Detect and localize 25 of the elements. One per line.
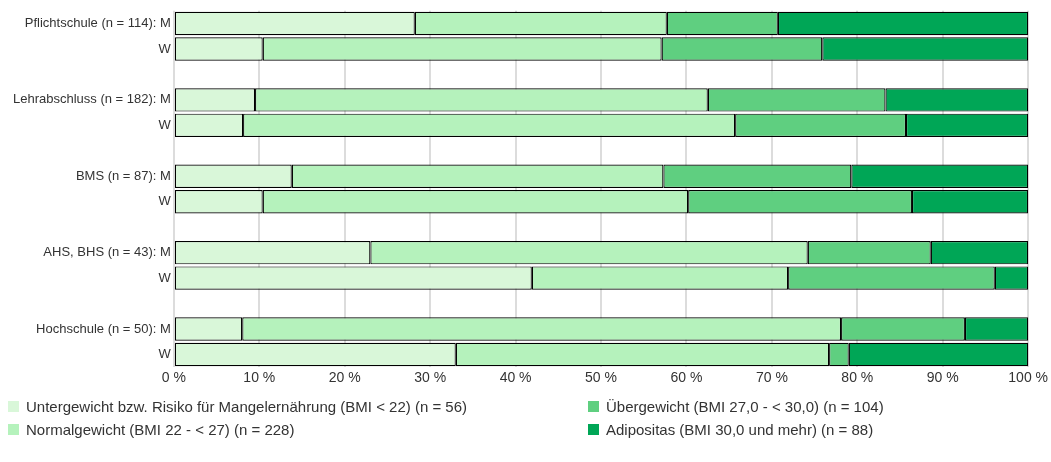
- legend-label: Übergewicht (BMI 27,0 - < 30,0) (n = 104): [606, 398, 884, 415]
- x-tick-label: 100 %: [1008, 369, 1048, 386]
- y-tick-label: W: [158, 269, 172, 285]
- x-tick-label: 80 %: [841, 369, 874, 386]
- x-tick-label: 20 %: [328, 369, 361, 386]
- y-tick-label: Hochschule (n = 50): M: [36, 320, 171, 336]
- x-tick-label: 30 %: [414, 369, 447, 386]
- x-tick-label: 10 %: [243, 369, 276, 386]
- x-tick-label: 90 %: [926, 369, 959, 386]
- y-tick-label: W: [158, 193, 172, 209]
- x-tick-label: 70 %: [755, 369, 788, 386]
- y-tick-label: W: [158, 346, 172, 362]
- x-tick-label: 60 %: [670, 369, 703, 386]
- x-tick-label: 0 %: [161, 369, 186, 386]
- y-tick-label: W: [158, 116, 172, 132]
- x-tick-label: 50 %: [585, 369, 617, 386]
- y-tick-label: Pflichtschule (n = 114): M: [24, 15, 171, 31]
- y-tick-label: BMS (n = 87): M: [75, 167, 171, 183]
- legend-label: Adipositas (BMI 30,0 und mehr) (n = 88): [606, 421, 874, 438]
- y-tick-label: W: [158, 40, 172, 56]
- x-tick-label: 40 %: [499, 369, 532, 386]
- legend-label: Normalgewicht (BMI 22 - < 27) (n = 228): [26, 421, 295, 438]
- legend-label: Untergewicht bzw. Risiko für Mangelernährung (BMI < 22) (n = 56): [26, 398, 468, 415]
- y-tick-label: Lehrabschluss (n = 182): M: [12, 91, 171, 107]
- y-tick-label: AHS, BHS (n = 43): M: [43, 244, 171, 260]
